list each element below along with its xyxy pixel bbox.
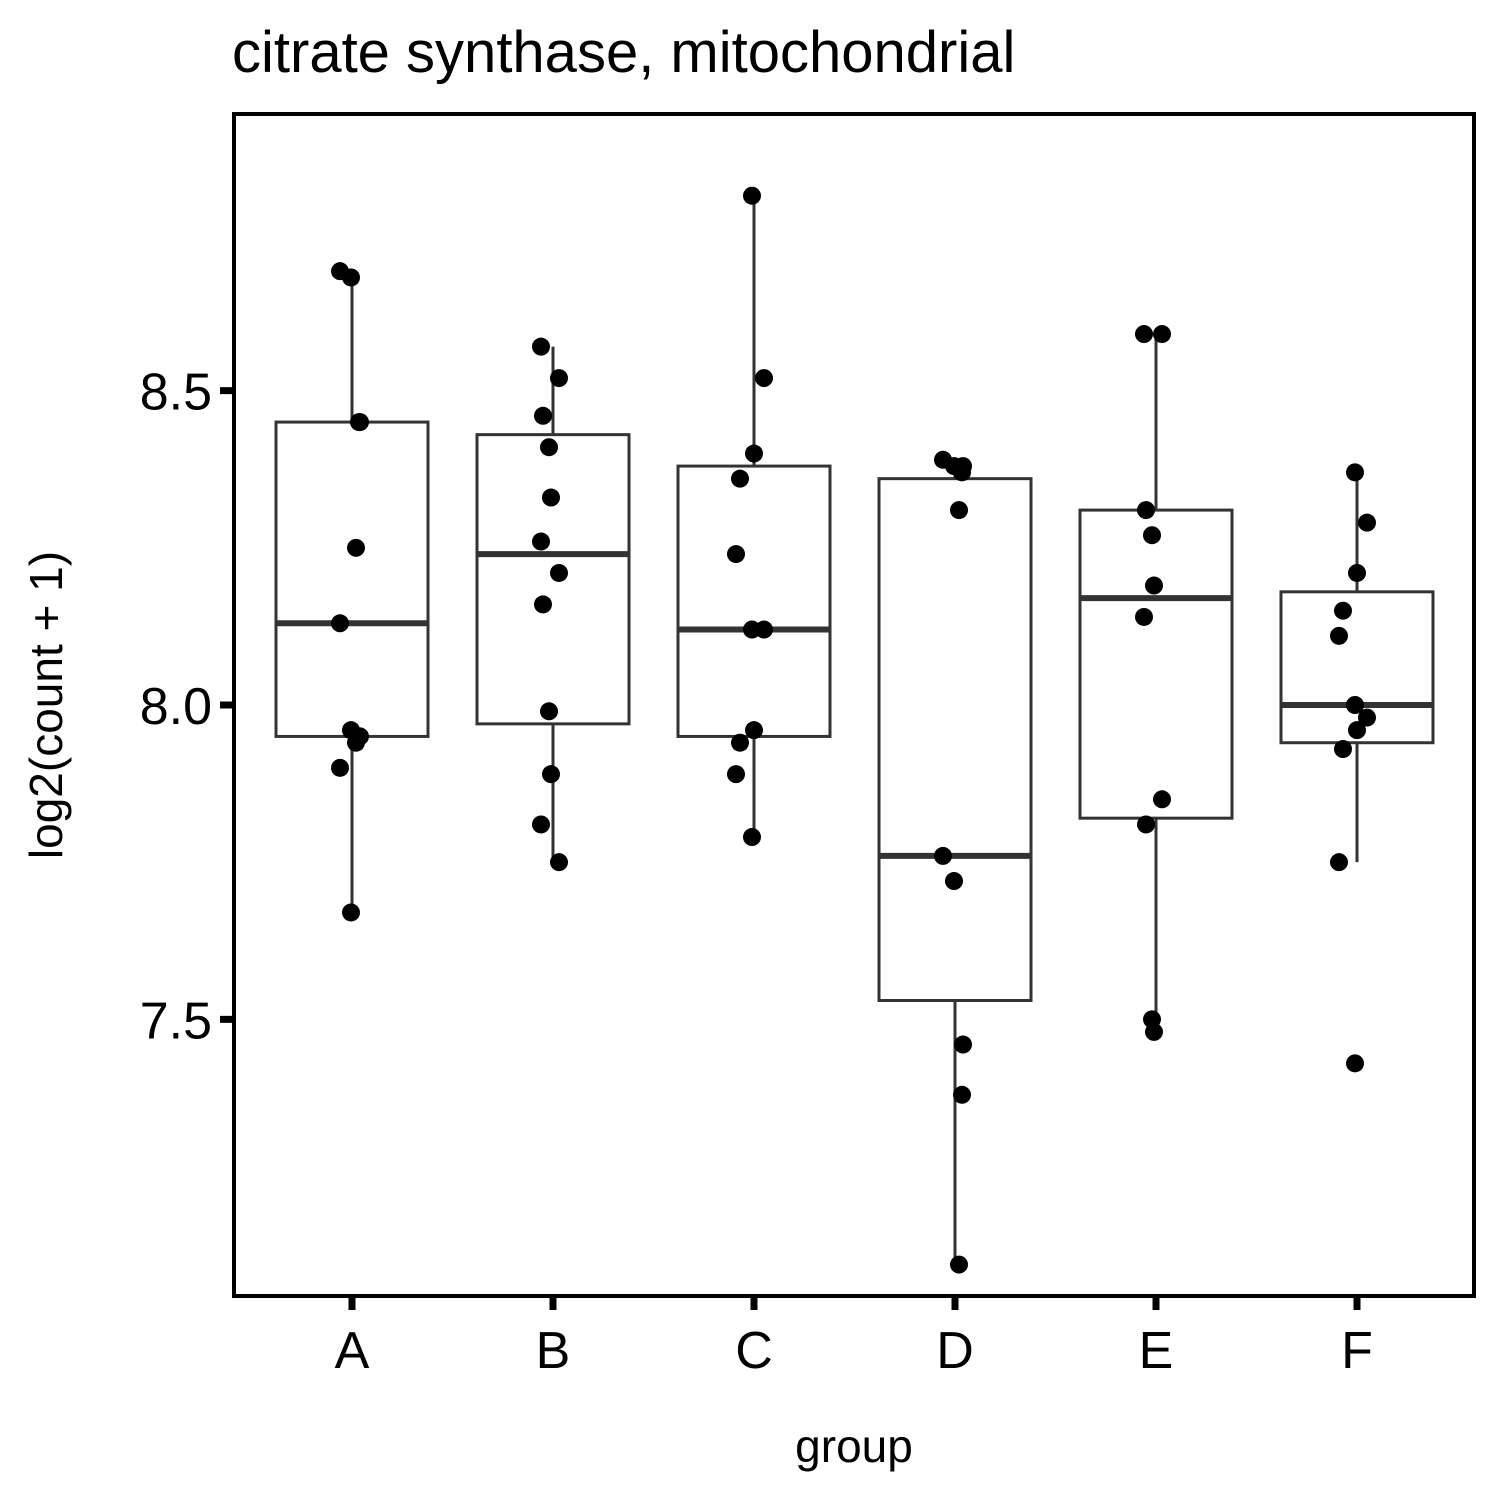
data-point	[347, 733, 365, 752]
data-point	[1137, 815, 1155, 834]
x-tick-label: F	[1341, 1322, 1373, 1380]
data-point	[953, 463, 971, 482]
data-point	[1137, 501, 1155, 520]
data-point	[331, 614, 349, 633]
data-point	[1346, 1054, 1364, 1073]
data-point	[743, 828, 761, 847]
axes: 7.5 8.0 8.5 A B C D E F	[140, 364, 1373, 1380]
data-point	[1330, 626, 1348, 645]
data-point	[1348, 563, 1366, 582]
data-point	[731, 469, 749, 488]
data-point	[540, 702, 558, 721]
data-point	[550, 853, 568, 872]
data-point	[743, 186, 761, 205]
data-point	[1348, 721, 1366, 740]
points-F	[1330, 463, 1376, 1073]
data-point	[534, 406, 552, 425]
data-point	[532, 337, 550, 356]
data-point	[1334, 601, 1352, 620]
box-group-F	[1279, 472, 1435, 863]
box	[1279, 590, 1435, 745]
data-point	[755, 620, 773, 639]
data-point	[542, 765, 560, 784]
y-tick-label: 7.5	[140, 992, 212, 1050]
box-group-E	[1078, 334, 1234, 1032]
data-point	[945, 872, 963, 891]
box-group-C	[676, 195, 832, 838]
x-axis-title: group	[795, 1420, 913, 1472]
box-group-D	[877, 459, 1033, 1265]
data-point	[950, 1255, 968, 1274]
data-point	[1330, 853, 1348, 872]
data-point	[331, 758, 349, 777]
data-point	[342, 268, 360, 287]
points-D	[934, 450, 972, 1274]
data-point	[342, 903, 360, 922]
y-tick-label: 8.0	[140, 678, 212, 736]
data-point	[745, 721, 763, 740]
data-point	[950, 501, 968, 520]
data-point	[542, 488, 560, 507]
y-tick-label: 8.5	[140, 364, 212, 422]
points-A	[331, 262, 369, 922]
data-point	[1346, 463, 1364, 482]
data-point	[1145, 576, 1163, 595]
points-C	[727, 186, 773, 847]
data-point	[1358, 513, 1376, 532]
data-point	[532, 532, 550, 551]
data-point	[1145, 1022, 1163, 1041]
data-point	[954, 1035, 972, 1054]
x-tick-label: D	[936, 1322, 974, 1380]
x-tick-label: C	[735, 1322, 773, 1380]
data-point	[727, 545, 745, 564]
data-point	[1153, 790, 1171, 809]
data-point	[1143, 526, 1161, 545]
data-point	[532, 815, 550, 834]
data-point	[934, 846, 952, 865]
points-E	[1135, 325, 1171, 1041]
data-point	[953, 1085, 971, 1104]
data-point	[550, 563, 568, 582]
box	[1078, 508, 1234, 820]
box	[877, 477, 1033, 1003]
data-point	[550, 369, 568, 388]
data-point	[347, 538, 365, 557]
x-tick-label: B	[536, 1322, 571, 1380]
data-point	[731, 733, 749, 752]
x-tick-label: E	[1139, 1322, 1174, 1380]
data-point	[1153, 325, 1171, 344]
data-point	[1346, 696, 1364, 714]
box-group-B	[475, 346, 631, 863]
data-point	[755, 369, 773, 388]
data-point	[534, 595, 552, 614]
data-point	[1334, 740, 1352, 759]
x-tick-label: A	[335, 1322, 370, 1380]
chart-title: citrate synthase, mitochondrial	[232, 20, 1015, 85]
data-point	[1358, 708, 1376, 727]
data-point	[727, 765, 745, 784]
data-point	[350, 413, 368, 432]
data-point	[745, 444, 763, 463]
data-point	[1135, 325, 1153, 344]
points-B	[532, 337, 568, 872]
y-axis-title: log2(count + 1)	[20, 551, 72, 859]
box	[274, 420, 430, 738]
data-point	[1135, 607, 1153, 626]
data-point	[540, 438, 558, 457]
box-group-A	[274, 277, 430, 913]
plot-area	[274, 186, 1435, 1274]
box	[676, 464, 832, 738]
